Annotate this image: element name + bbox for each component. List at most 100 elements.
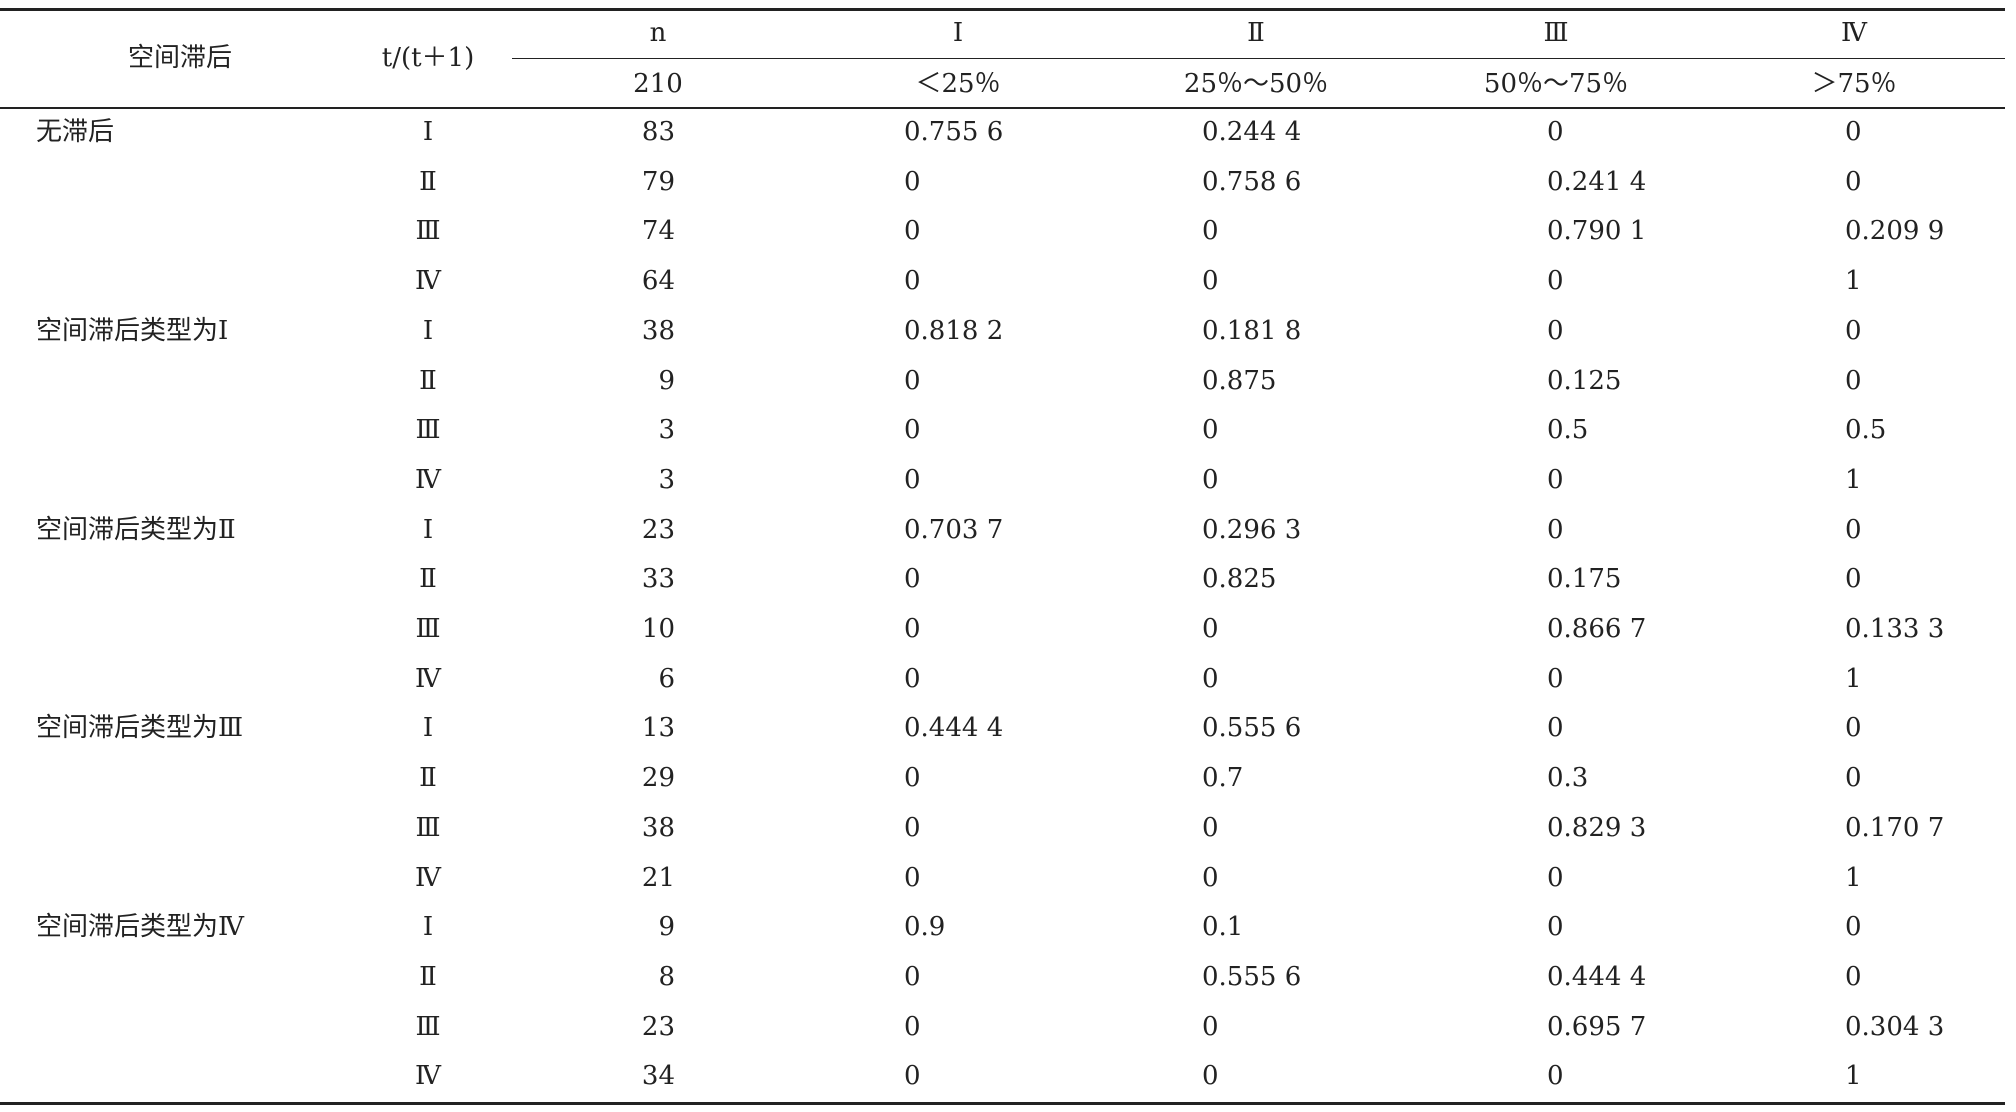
row-group-label: 空间滞后类型为Ⅱ xyxy=(36,514,236,545)
table-cell: 1 xyxy=(1845,663,1862,694)
table-cell: 0.3 xyxy=(1547,763,1589,794)
table-cell: 0 xyxy=(904,663,921,694)
table-cell: 0.829 3 xyxy=(1547,812,1647,843)
table-cell: 0.7 xyxy=(1202,763,1244,794)
table-cell: 0 xyxy=(1202,415,1219,446)
header-cell: t/(t＋1) xyxy=(381,43,475,73)
table-cell: Ⅱ xyxy=(419,763,437,794)
table-cell: 0 xyxy=(1845,961,1862,992)
table-cell: 0 xyxy=(904,266,921,297)
table-cell: 6 xyxy=(658,663,675,694)
table-cell: 0.5 xyxy=(1547,415,1589,446)
table-cell: 0 xyxy=(904,763,921,794)
table-cell: 3 xyxy=(658,464,675,495)
table-cell: 21 xyxy=(641,862,675,893)
table-cell: 0 xyxy=(1202,663,1219,694)
table-cell: 1 xyxy=(1845,464,1862,495)
table-cell: 0.175 xyxy=(1547,564,1622,595)
table-cell: 0 xyxy=(904,1011,921,1042)
header-cell: Ⅰ xyxy=(952,18,964,48)
table-cell: 0.866 7 xyxy=(1547,614,1647,644)
table-cell: 0 xyxy=(904,216,921,247)
row-group-label: 空间滞后类型为Ⅲ xyxy=(36,713,244,744)
table-cell: Ⅱ xyxy=(419,961,437,992)
table-cell: 0 xyxy=(1845,763,1862,794)
table-cell: 0.695 7 xyxy=(1547,1011,1647,1042)
table-cell: 0.755 6 xyxy=(904,117,1004,147)
table-cell: 0.555 6 xyxy=(1202,713,1302,744)
table-cell: Ⅳ xyxy=(415,1061,441,1092)
table-cell: Ⅳ xyxy=(415,663,441,694)
table-cell: 1 xyxy=(1845,266,1862,297)
table-cell: 0.818 2 xyxy=(904,315,1004,346)
table-cell: 10 xyxy=(641,614,675,644)
table-cell: 0.170 7 xyxy=(1845,812,1945,843)
header-cell: 25％～50％ xyxy=(1183,69,1329,99)
table-cell: 9 xyxy=(658,912,675,943)
table-cell: 34 xyxy=(641,1061,675,1092)
top-rule xyxy=(0,8,2005,11)
table-cell: 29 xyxy=(641,763,675,794)
table-cell: 0 xyxy=(1202,266,1219,297)
table-cell: 0 xyxy=(1547,912,1564,943)
header-rule xyxy=(0,107,2005,109)
table-cell: 0.296 3 xyxy=(1202,514,1302,545)
table-cell: 8 xyxy=(658,961,675,992)
table-cell: 38 xyxy=(641,812,675,843)
table-cell: 0 xyxy=(904,1061,921,1092)
table-cell: 0.1 xyxy=(1202,912,1244,943)
table-cell: 0 xyxy=(1547,117,1564,147)
table-cell: 0 xyxy=(904,614,921,644)
table-cell: 23 xyxy=(641,1011,675,1042)
header-cell: n xyxy=(649,18,667,48)
table-cell: 0 xyxy=(904,961,921,992)
table-cell: 0.209 9 xyxy=(1845,216,1945,247)
table-cell: 0 xyxy=(1202,1011,1219,1042)
table-cell: 0 xyxy=(904,564,921,595)
bottom-rule xyxy=(0,1102,2005,1105)
table-cell: 79 xyxy=(641,166,675,197)
table-cell: 0 xyxy=(1547,464,1564,495)
table-cell: 0 xyxy=(1547,315,1564,346)
row-group-label: 空间滞后类型为Ⅳ xyxy=(36,912,244,943)
table-cell: 0 xyxy=(904,464,921,495)
table-cell: 83 xyxy=(641,117,675,147)
table-cell: 38 xyxy=(641,315,675,346)
table-cell: 0 xyxy=(1202,464,1219,495)
header-cell: Ⅳ xyxy=(1841,18,1867,48)
table-cell: Ⅰ xyxy=(422,912,434,943)
table-cell: 0 xyxy=(904,862,921,893)
header-cell: ＞75％ xyxy=(1811,69,1897,99)
table-cell: 0 xyxy=(904,365,921,396)
table-cell: 0 xyxy=(1845,564,1862,595)
table-cell: 0.244 4 xyxy=(1202,117,1302,147)
table-cell: 0.555 6 xyxy=(1202,961,1302,992)
table-cell: Ⅲ xyxy=(415,216,441,247)
table-cell: 0 xyxy=(1547,514,1564,545)
table-cell: 0 xyxy=(1547,713,1564,744)
table-cell: Ⅰ xyxy=(422,514,434,545)
table-cell: 0.9 xyxy=(904,912,946,943)
table-cell: 0.444 4 xyxy=(904,713,1004,744)
table-cell: Ⅳ xyxy=(415,266,441,297)
table-cell: 9 xyxy=(658,365,675,396)
table-cell: 0 xyxy=(904,812,921,843)
table-cell: 74 xyxy=(641,216,675,247)
table-cell: Ⅳ xyxy=(415,464,441,495)
table-cell: 0 xyxy=(1845,315,1862,346)
header-cell: 空间滞后 xyxy=(127,43,233,73)
table-cell: 0.875 xyxy=(1202,365,1277,396)
table-cell: 1 xyxy=(1845,862,1862,893)
table-cell: 0.5 xyxy=(1845,415,1887,446)
table-cell: Ⅲ xyxy=(415,1011,441,1042)
table-cell: 0 xyxy=(1845,365,1862,396)
table-cell: 0 xyxy=(1202,862,1219,893)
table-cell: 0 xyxy=(1202,216,1219,247)
table-cell: 0 xyxy=(1845,166,1862,197)
header-cell: 50％～75％ xyxy=(1483,69,1629,99)
row-group-label: 空间滞后类型为Ⅰ xyxy=(36,315,229,346)
table-cell: 0.241 4 xyxy=(1547,166,1647,197)
table-cell: 0 xyxy=(1845,117,1862,147)
table-cell: Ⅳ xyxy=(415,862,441,893)
